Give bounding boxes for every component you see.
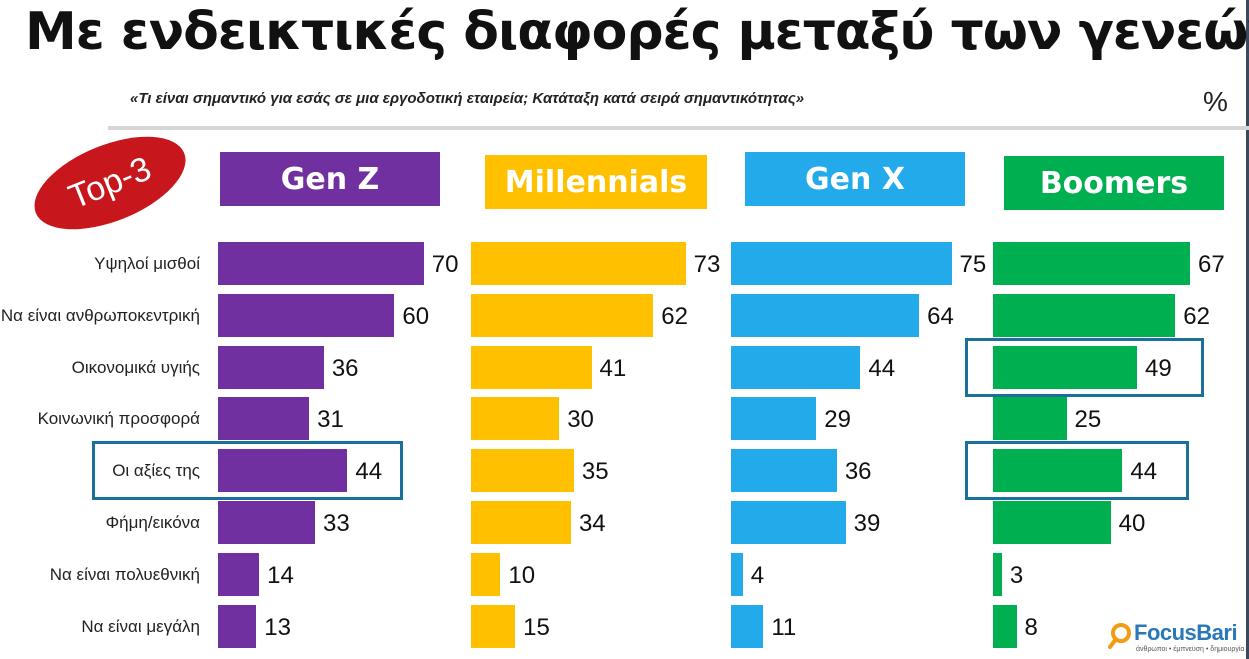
data-label: 62 <box>1183 302 1210 330</box>
series-header-millennials: Millennials <box>485 155 707 209</box>
data-label: 44 <box>1130 458 1158 486</box>
data-label: 64 <box>927 302 954 330</box>
category-label: Υψηλοί μισθοί <box>94 254 200 273</box>
focusbari-logo: FocusBari άνθρωποι • έμπνευση • δημιουργ… <box>1108 616 1244 656</box>
data-label: 34 <box>578 510 606 537</box>
data-label: 40 <box>1118 510 1146 537</box>
data-label: 62 <box>661 302 688 330</box>
bar <box>471 345 592 389</box>
bar <box>993 242 1190 285</box>
bar <box>731 242 952 285</box>
bar <box>993 604 1017 648</box>
right-edge-bar <box>1246 0 1249 659</box>
highlight-box <box>92 441 404 501</box>
bar <box>993 345 1138 389</box>
data-label: 49 <box>1145 354 1172 382</box>
category-label: Κοινωνική προσφορά <box>37 409 200 429</box>
data-label: 67 <box>1197 251 1225 278</box>
data-label: 3 <box>1009 561 1024 589</box>
bar <box>993 501 1111 544</box>
data-label: 44 <box>355 458 383 486</box>
page-title: Με ενδεικτικές διαφορές μεταξύ των γενεώ… <box>25 2 1249 62</box>
bar <box>218 293 395 337</box>
bar <box>731 449 837 493</box>
series-header-genx: Gen X <box>745 152 965 206</box>
category-label: Να είναι πολυεθνική <box>49 564 200 584</box>
data-label: 31 <box>317 406 344 434</box>
header-divider <box>108 126 1249 130</box>
data-label: 39 <box>853 510 881 537</box>
data-label: 75 <box>959 251 987 278</box>
chart-subtitle: «Τι είναι σημαντικό για εσάς σε μια εργο… <box>130 90 805 107</box>
series-header-boomers: Boomers <box>1004 156 1224 210</box>
unit-label: % <box>1203 86 1228 117</box>
bar <box>731 501 846 544</box>
bar <box>471 449 574 493</box>
logo-tagline: άνθρωποι • έμπνευση • δημιουργία <box>1136 646 1245 653</box>
top3-badge: Top-3 <box>21 117 199 249</box>
data-label: 25 <box>1074 406 1102 434</box>
bar <box>218 397 310 441</box>
data-label: 44 <box>868 354 896 382</box>
data-label: 15 <box>523 613 550 641</box>
category-label: Οι αξίες της <box>112 461 200 481</box>
bar <box>731 604 764 648</box>
logo-name: FocusBari <box>1134 620 1238 645</box>
data-label: 70 <box>431 251 459 278</box>
magnifier-icon <box>1108 623 1131 649</box>
bar <box>993 293 1176 337</box>
category-label: Να είναι μεγάλη <box>81 616 200 636</box>
category-label: Φήμη/εικόνα <box>105 513 200 532</box>
bar <box>471 242 686 285</box>
bar <box>471 501 571 544</box>
data-label: 73 <box>693 251 721 278</box>
bar <box>731 293 920 337</box>
bar <box>218 242 424 285</box>
bar <box>471 293 654 337</box>
category-label: Οικονομικά υγιής <box>71 357 200 377</box>
bar <box>218 501 316 544</box>
bar <box>218 449 348 493</box>
bar <box>993 552 1002 596</box>
data-label: 14 <box>267 561 294 589</box>
bar <box>471 397 560 441</box>
data-label: 30 <box>567 406 594 434</box>
data-label: 36 <box>844 458 872 486</box>
bar <box>993 449 1123 493</box>
data-label: 11 <box>771 613 797 641</box>
highlight-box <box>965 337 1205 397</box>
highlight-box <box>965 441 1190 501</box>
bar <box>218 552 260 596</box>
data-label: 36 <box>331 354 359 382</box>
data-label: 60 <box>402 302 430 330</box>
bar <box>731 397 817 441</box>
data-label: 13 <box>264 613 291 641</box>
bar <box>471 604 516 648</box>
bar <box>471 552 501 596</box>
bar <box>218 604 257 648</box>
series-header-genz: Gen Z <box>220 152 440 206</box>
data-label: 4 <box>750 561 765 589</box>
bar <box>993 397 1067 441</box>
data-label: 8 <box>1024 613 1038 641</box>
data-label: 35 <box>581 458 609 486</box>
bar <box>731 345 861 389</box>
data-label: 29 <box>824 406 851 434</box>
top3-badge-label: Top-3 <box>63 148 157 217</box>
bar <box>218 345 324 389</box>
bar <box>731 552 743 596</box>
data-label: 33 <box>323 510 350 537</box>
category-label: Να είναι ανθρωποκεντρική <box>0 305 200 325</box>
data-label: 41 <box>599 354 627 382</box>
data-label: 10 <box>508 561 536 589</box>
